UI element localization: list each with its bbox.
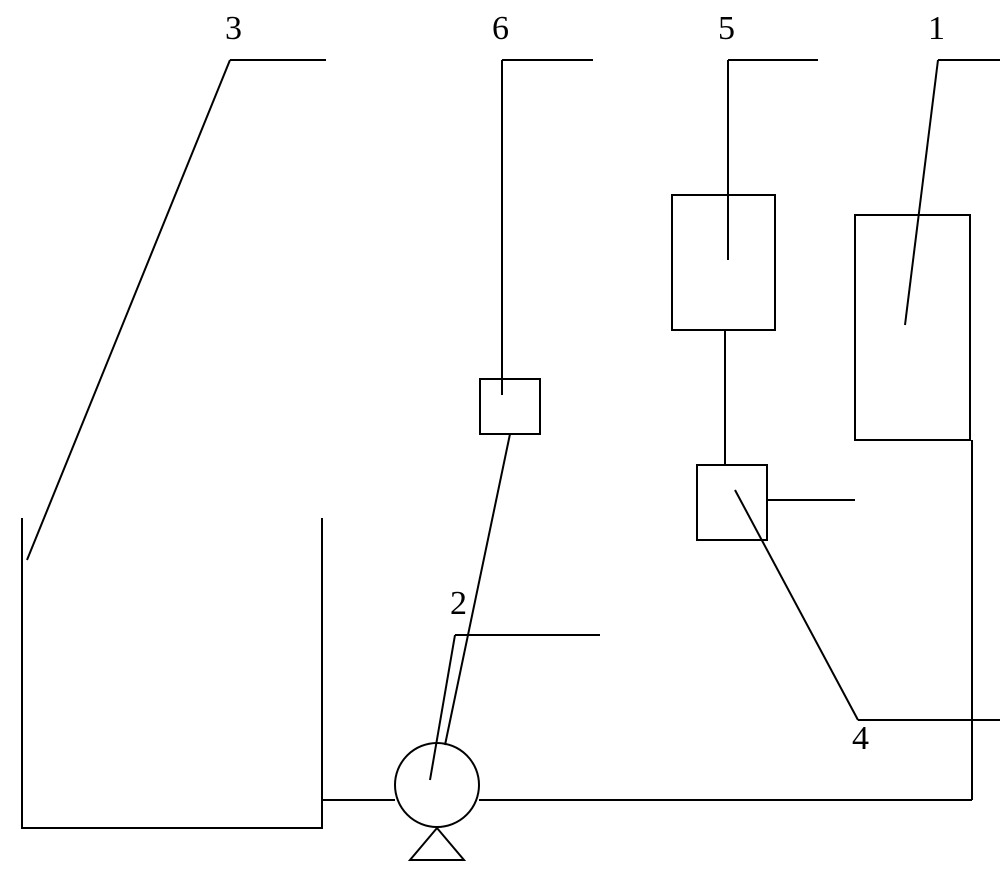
label-5: 5 bbox=[718, 10, 735, 48]
leader-3 bbox=[27, 60, 230, 560]
box-6-shape bbox=[480, 379, 540, 434]
leader-1 bbox=[905, 60, 938, 325]
pump-2-base bbox=[410, 828, 464, 860]
diagram-svg bbox=[0, 0, 1000, 878]
pump-2-circle bbox=[395, 743, 479, 827]
diagram-canvas: 3 6 5 1 2 4 bbox=[0, 0, 1000, 878]
label-2: 2 bbox=[450, 585, 467, 623]
box-1-shape bbox=[855, 215, 970, 440]
leader-2 bbox=[430, 635, 455, 780]
box-5-shape bbox=[672, 195, 775, 330]
label-6: 6 bbox=[492, 10, 509, 48]
label-1: 1 bbox=[928, 10, 945, 48]
leader-4 bbox=[735, 490, 858, 720]
label-4: 4 bbox=[852, 720, 869, 758]
label-3: 3 bbox=[225, 10, 242, 48]
tank-3-shape bbox=[22, 518, 322, 828]
